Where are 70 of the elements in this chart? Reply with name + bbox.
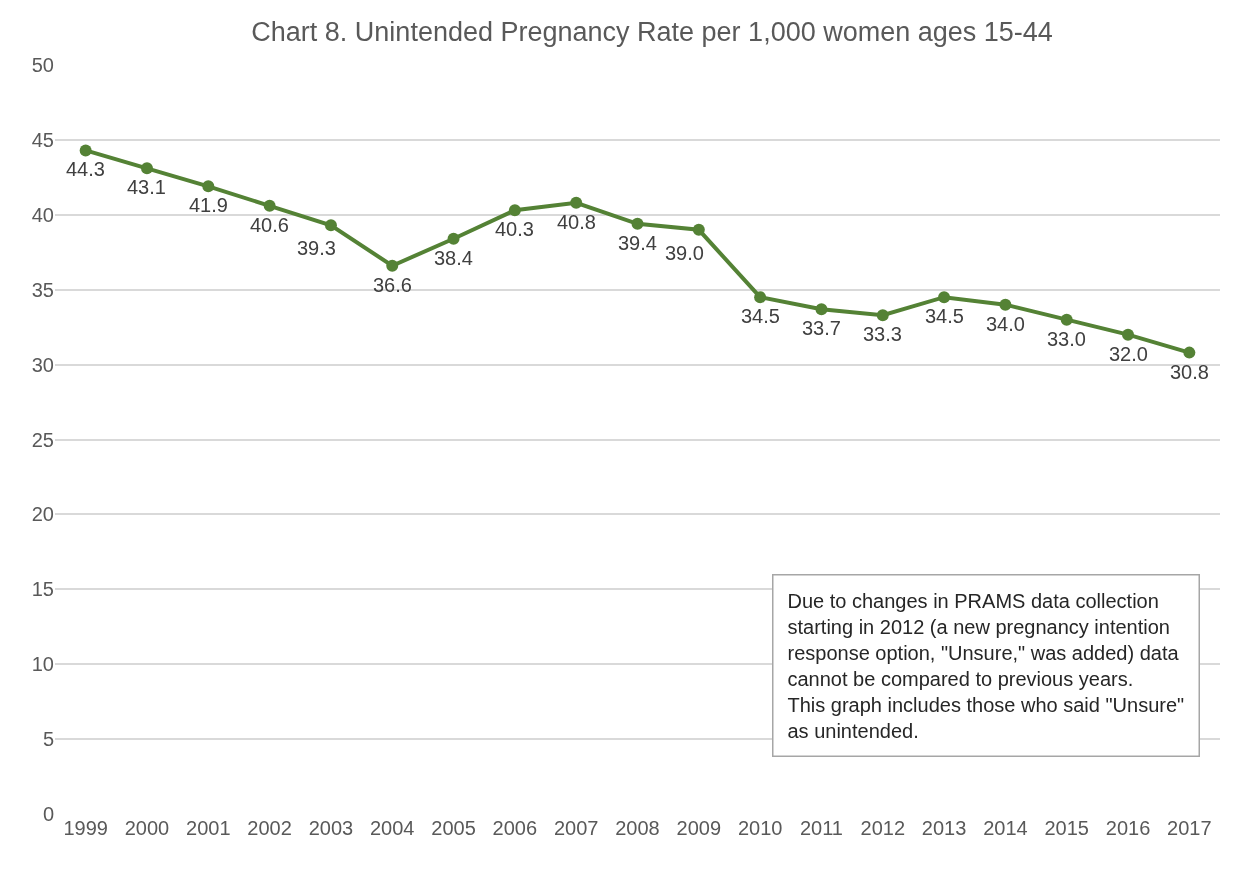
x-tick-label: 2016	[1105, 817, 1151, 839]
x-tick-label: 2003	[308, 817, 354, 839]
x-tick-label: 2000	[124, 817, 170, 839]
point	[447, 232, 460, 245]
data-label: 40.6	[250, 214, 289, 236]
data-label: 38.4	[434, 247, 473, 269]
data-label: 34.5	[741, 305, 780, 327]
point	[508, 204, 521, 217]
x-tick-label: 2005	[431, 817, 476, 839]
y-tick-label: 10	[31, 653, 54, 676]
x-tick-label: 2014	[983, 817, 1028, 839]
data-label: 39.0	[665, 242, 704, 264]
data-label: 30.8	[1170, 361, 1209, 383]
x-tick-label: 2015	[1044, 817, 1089, 839]
data-label: 32.0	[1109, 343, 1148, 365]
point	[1122, 328, 1135, 341]
y-tick-label: 30	[31, 353, 54, 376]
data-label: 36.6	[373, 274, 412, 296]
point	[876, 309, 889, 322]
data-label: 34.5	[925, 305, 964, 327]
x-tick-label: 2010	[737, 817, 783, 839]
x-tick-label: 2012	[860, 817, 906, 839]
y-tick-label: 5	[42, 728, 54, 751]
data-label: 40.8	[557, 211, 596, 233]
point	[938, 291, 951, 304]
data-label: 34.0	[986, 313, 1025, 335]
y-tick-label: 40	[31, 203, 54, 226]
x-tick-label: 2006	[492, 817, 538, 839]
annotation: Due to changes in PRAMS data collection starting in 2012 (a new pregnancy intention response option, "Unsure," was added) data cannot be compared to previous years. This graph includes those who said "Unsure" as unintended.	[787, 589, 1185, 742]
point	[1183, 346, 1196, 359]
y-tick-label: 25	[31, 428, 54, 451]
x-tick-label: 1999	[63, 817, 108, 839]
point	[570, 196, 583, 209]
chart-title: Chart 8. Unintended Pregnancy Rate per 1,000 women ages 15-44	[251, 16, 1053, 47]
x-tick-label: 2011	[799, 817, 843, 839]
point	[754, 291, 767, 304]
point	[79, 144, 92, 157]
point	[263, 199, 276, 212]
x-tick-label: 2013	[921, 817, 967, 839]
data-label: 33.7	[802, 317, 841, 339]
x-tick-label: 2007	[553, 817, 599, 839]
y-tick-label: 15	[31, 578, 54, 601]
point	[1060, 313, 1073, 326]
point	[386, 259, 399, 272]
y-tick-label: 35	[31, 278, 54, 301]
y-tick-label: 50	[31, 54, 54, 76]
data-label: 33.0	[1047, 328, 1086, 350]
x-tick-label: 2001	[186, 817, 231, 839]
data-label: 44.3	[66, 158, 105, 180]
point	[324, 219, 337, 232]
point	[631, 217, 644, 230]
data-label: 41.9	[189, 194, 228, 216]
y-tick-label: 20	[31, 503, 54, 526]
data-label: 43.1	[127, 176, 166, 198]
x-tick-label: 2004	[369, 817, 415, 839]
x-tick-label: 2017	[1167, 817, 1212, 839]
data-label: 39.4	[618, 232, 657, 254]
data-label: 40.3	[495, 218, 534, 240]
point	[140, 162, 153, 175]
y-tick-label: 0	[42, 803, 54, 825]
point	[202, 180, 215, 193]
y-tick-label: 45	[31, 128, 54, 151]
data-label: 33.3	[863, 323, 902, 345]
x-tick-label: 2002	[247, 817, 292, 839]
point	[815, 303, 828, 316]
x-tick-label: 2008	[615, 817, 660, 839]
x-tick-label: 2009	[676, 817, 722, 839]
data-label: 39.3	[297, 237, 336, 259]
point	[692, 223, 705, 236]
point	[999, 298, 1012, 311]
